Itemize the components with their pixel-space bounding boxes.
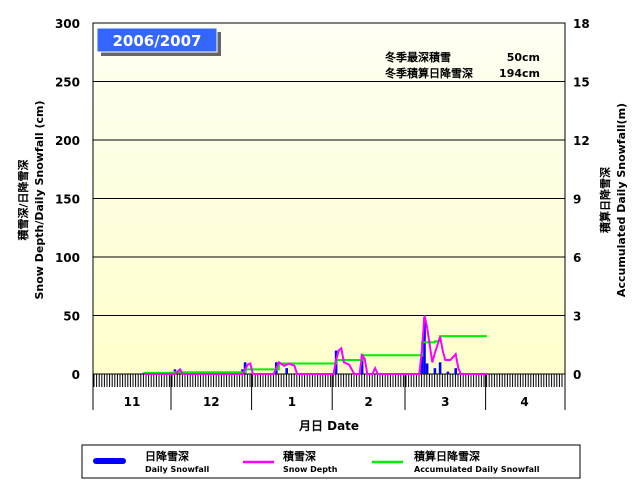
month-label: 3 xyxy=(441,395,449,409)
legend-depth-jp: 積雪深 xyxy=(282,449,316,463)
month-label: 11 xyxy=(124,395,141,409)
month-label: 2 xyxy=(364,395,372,409)
y-tick-label: 50 xyxy=(63,310,80,324)
total-label: 冬季積算日降雪深 xyxy=(385,66,473,80)
legend-accumulated-jp: 積算日降雪深 xyxy=(413,449,480,463)
y-tick-label: 250 xyxy=(55,76,80,90)
season-box xyxy=(96,27,218,53)
y2-tick-label: 9 xyxy=(573,193,581,207)
y2-tick-label: 18 xyxy=(573,17,590,31)
x-label: 月日 Date xyxy=(298,419,359,433)
legend-snowfall-jp: 日降雪深 xyxy=(145,449,189,463)
y2-label: Accumulated Daily Snowfall(m) xyxy=(615,103,628,297)
legend-depth-en: Snow Depth xyxy=(283,465,338,474)
y-label: Snow Depth/Daily Snowfall (cm) xyxy=(33,100,46,299)
snowfall-bar xyxy=(425,363,429,374)
y2-label-jp: 積算日降雪深 xyxy=(598,167,612,234)
legend-snowfall-en: Daily Snowfall xyxy=(145,465,209,474)
y-tick-label: 200 xyxy=(55,134,80,148)
snowfall-bar xyxy=(360,354,364,374)
snowfall-bar xyxy=(438,362,442,374)
y-tick-label: 300 xyxy=(55,17,80,31)
y-label-jp: 積雪深/日降雪深 xyxy=(16,159,30,241)
y2-tick-label: 0 xyxy=(573,368,581,382)
y2-tick-label: 12 xyxy=(573,134,590,148)
y2-tick-label: 15 xyxy=(573,76,590,90)
y2-tick-label: 6 xyxy=(573,251,581,265)
y2-tick-label: 3 xyxy=(573,310,581,324)
total-value: 194cm xyxy=(499,67,540,80)
y-tick-label: 150 xyxy=(55,193,80,207)
legend-swatch-snowfall xyxy=(93,458,126,464)
y-tick-label: 100 xyxy=(55,251,80,265)
season-label: 2006/2007 xyxy=(113,32,202,50)
month-label: 12 xyxy=(203,395,220,409)
snowfall-bar xyxy=(285,368,288,374)
legend-accumulated-en: Accumulated Daily Snowfall xyxy=(414,465,540,474)
snow-depth-line xyxy=(143,315,487,375)
snowfall-bar xyxy=(446,371,450,374)
snowfall-bar xyxy=(454,368,457,374)
snowfall-bar xyxy=(423,317,426,374)
max-depth-label: 冬季最深積雪 xyxy=(385,50,451,64)
y-tick-label: 0 xyxy=(72,368,80,382)
max-depth-value: 50cm xyxy=(507,51,540,64)
month-label: 1 xyxy=(288,395,296,409)
legend: 日降雪深 Daily Snowfall 積雪深 Snow Depth 積算日降雪… xyxy=(81,444,581,479)
month-label: 4 xyxy=(520,395,528,409)
snowfall-bar xyxy=(420,356,424,374)
accumulated-line xyxy=(143,335,487,374)
snowfall-bar xyxy=(433,368,437,374)
